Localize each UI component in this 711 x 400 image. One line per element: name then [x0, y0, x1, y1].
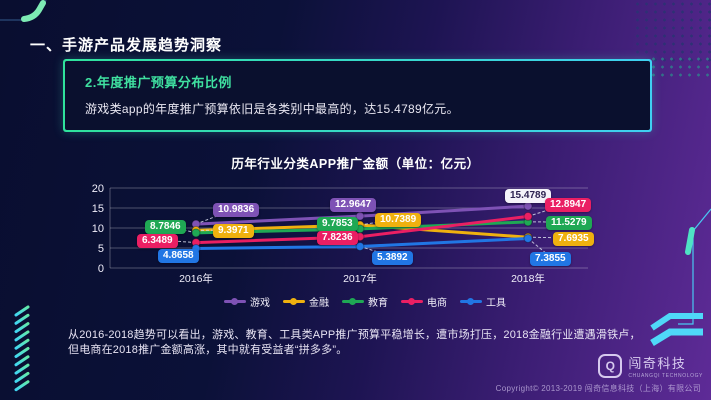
legend-marker-icon	[401, 297, 423, 306]
y-tick-label: 10	[92, 223, 104, 235]
analysis-note: 从2016-2018趋势可以看出，游戏、教育、工具类APP推广预算平稳增长，遭市…	[68, 328, 646, 358]
data-point-教育	[191, 228, 201, 238]
page-title: 一、手游产品发展趋势洞察	[30, 37, 223, 54]
logo-subtext: CHUANGQI TECHNOLOGY	[628, 373, 703, 379]
legend-label: 电商	[427, 298, 447, 309]
chart-legend: 游戏 金融 教育 电商 工具	[90, 294, 640, 309]
line-chart: 0 5 10 15 20 2016年 2017年 2018年 10.9836 12.9647 15…	[80, 150, 640, 320]
logo-name: 闯奇科技	[628, 356, 687, 371]
legend-marker-icon	[224, 297, 246, 306]
legend-item-金融: 金融	[283, 294, 329, 309]
analysis-note-line2: 但电商在2018推广金额高涨，其中就有受益者“拼多多”。	[68, 344, 348, 356]
data-label-工具: 4.8658	[158, 249, 199, 263]
chart-canvas: 0 5 10 15 20 2016年 2017年 2018年	[92, 183, 588, 285]
legend-item-游戏: 游戏	[224, 294, 270, 309]
data-label-金融: 10.7389	[375, 213, 422, 227]
data-point-工具	[523, 233, 533, 243]
legend-marker-icon	[283, 297, 305, 306]
legend-marker-icon	[342, 297, 364, 306]
data-label-电商: 12.8947	[545, 198, 592, 212]
circuit-arrow-decoration	[650, 208, 711, 346]
legend-item-电商: 电商	[401, 294, 447, 309]
data-point-游戏	[355, 211, 365, 221]
data-label-金融: 7.6935	[553, 232, 594, 246]
data-label-游戏: 12.9647	[330, 198, 377, 212]
dot-grid-decoration	[633, 0, 711, 64]
legend-label: 金融	[309, 298, 329, 309]
data-label-电商: 7.8236	[317, 231, 358, 245]
data-label-游戏: 10.9836	[213, 203, 260, 217]
data-point-电商	[523, 211, 533, 221]
legend-item-教育: 教育	[342, 294, 388, 309]
legend-item-工具: 工具	[460, 294, 506, 309]
x-tick-label: 2017年	[343, 272, 377, 285]
legend-label: 工具	[486, 298, 506, 309]
data-label-工具: 5.3892	[372, 251, 413, 265]
ladder-decoration	[14, 305, 30, 392]
data-label-教育: 11.5279	[546, 216, 592, 230]
y-tick-label: 0	[98, 263, 104, 275]
legend-label: 教育	[368, 298, 388, 309]
chart-title: 历年行业分类APP推广金额（单位：亿元）	[231, 157, 480, 171]
logo-q-icon: Q	[598, 354, 623, 378]
data-label-教育: 9.7853	[317, 217, 358, 231]
x-tick-label: 2016年	[179, 272, 213, 285]
y-tick-label: 5	[98, 243, 104, 255]
data-label-游戏: 15.4789	[505, 189, 552, 203]
company-logo: Q 闯奇科技 CHUANGQI TECHNOLOGY	[598, 353, 703, 379]
copyright-text: Copyright© 2013-2019 闯奇信息科技（上海）有限公司	[495, 384, 701, 393]
corner-swoosh-decoration	[0, 0, 47, 22]
label-connector	[527, 236, 576, 239]
data-label-金融: 9.3971	[213, 224, 254, 238]
teal-dot-grid-decoration	[649, 55, 709, 79]
callout-title: 2.年度推广预算分布比例	[85, 75, 232, 90]
data-label-工具: 7.3855	[530, 252, 571, 266]
chart-data-labels: 10.9836 12.9647 15.4789 9.3971 10.7389 7.6935…	[80, 150, 640, 320]
analysis-note-line1: 从2016-2018趋势可以看出，游戏、教育、工具类APP推广预算平稳增长，遭市…	[68, 329, 641, 341]
callout-description: 游戏类app的年度推广预算依旧是各类别中最高的，达15.4789亿元。	[85, 102, 459, 116]
data-label-电商: 6.3489	[137, 234, 178, 248]
y-tick-label: 15	[92, 203, 104, 215]
data-label-教育: 8.7846	[145, 220, 186, 234]
legend-label: 游戏	[250, 298, 270, 309]
legend-marker-icon	[460, 297, 482, 306]
x-tick-label: 2018年	[511, 272, 545, 285]
y-tick-label: 20	[92, 183, 104, 195]
data-point-工具	[355, 241, 365, 251]
callout-box-inner: 2.年度推广预算分布比例 游戏类app的年度推广预算依旧是各类别中最高的，达15…	[65, 61, 650, 130]
callout-box: 2.年度推广预算分布比例 游戏类app的年度推广预算依旧是各类别中最高的，达15…	[63, 59, 652, 132]
